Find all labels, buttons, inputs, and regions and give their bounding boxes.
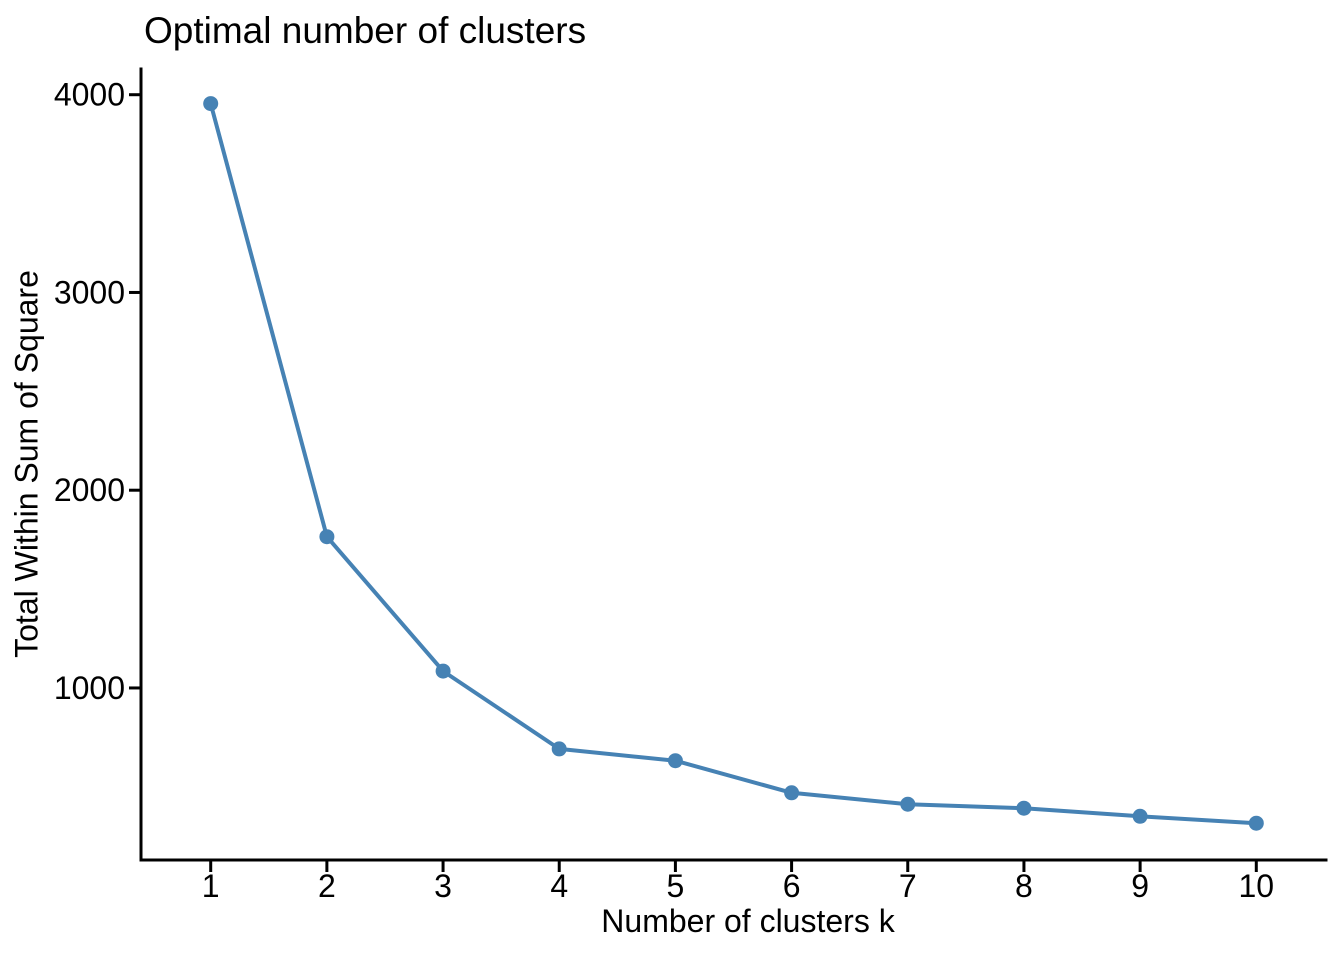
data-point <box>203 96 219 112</box>
x-tick-label: 8 <box>1015 868 1033 904</box>
x-tick-label: 1 <box>202 868 220 904</box>
y-tick-label: 3000 <box>54 274 125 310</box>
data-point <box>1016 800 1032 816</box>
y-axis-title: Total Within Sum of Square <box>8 270 45 658</box>
x-tick-label: 4 <box>550 868 568 904</box>
data-point <box>1248 815 1264 831</box>
data-point <box>551 741 567 757</box>
x-tick-label: 10 <box>1238 868 1274 904</box>
data-point <box>319 529 335 545</box>
x-axis-title: Number of clusters k <box>601 903 895 939</box>
x-tick-label: 9 <box>1131 868 1149 904</box>
data-point <box>1132 808 1148 824</box>
data-point <box>784 785 800 801</box>
x-tick-label: 7 <box>899 868 917 904</box>
x-tick-label: 6 <box>783 868 801 904</box>
axis-lines <box>139 67 1328 862</box>
series-line <box>208 101 1259 826</box>
y-tick-label: 2000 <box>54 472 125 508</box>
y-tick-label: 1000 <box>54 670 125 706</box>
chart-title: Optimal number of clusters <box>144 10 587 51</box>
y-tick-label: 4000 <box>54 77 125 113</box>
data-point <box>667 753 683 769</box>
data-point <box>900 796 916 812</box>
x-tick-label: 3 <box>434 868 452 904</box>
x-tick-label: 5 <box>667 868 685 904</box>
data-point <box>435 663 451 679</box>
x-tick-label: 2 <box>318 868 336 904</box>
